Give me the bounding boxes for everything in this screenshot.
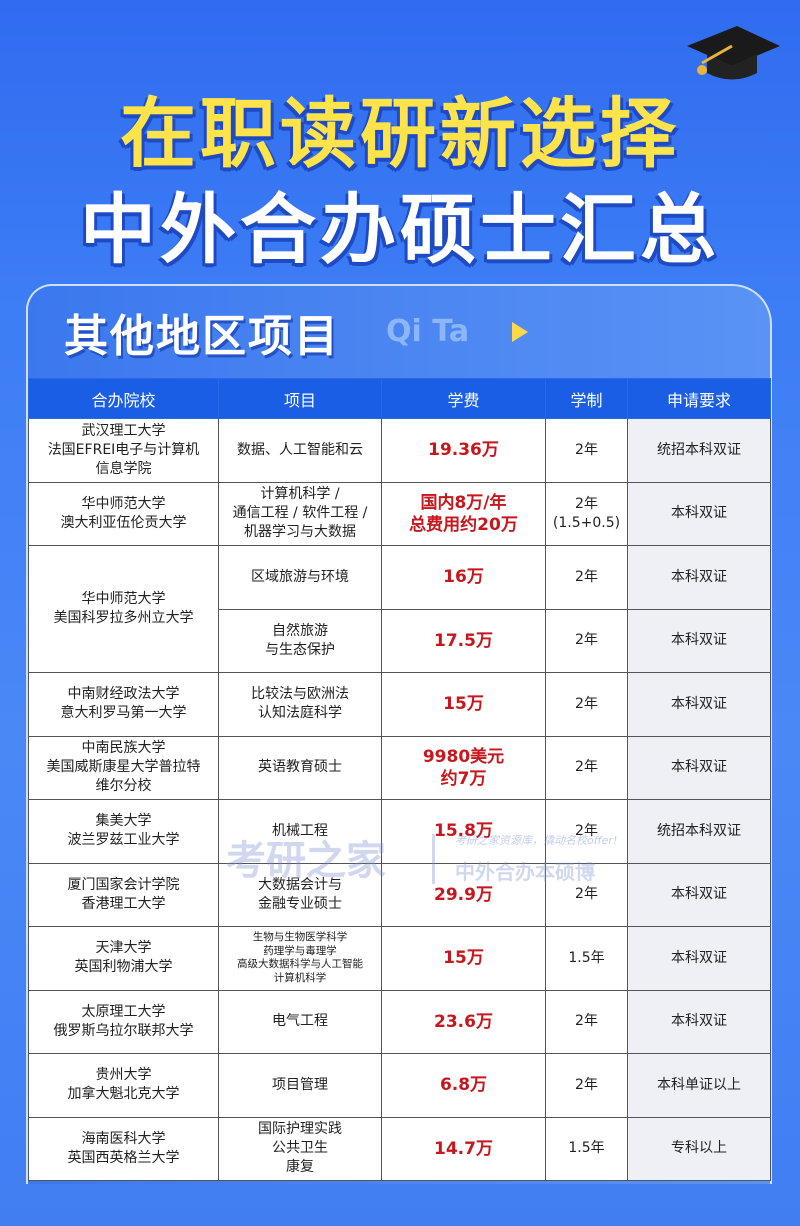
- fee-cell: 15万: [381, 672, 546, 737]
- school-cell: 天津大学 英国利物浦大学: [28, 926, 219, 991]
- fee-cell: 15万: [381, 926, 546, 991]
- watermark-tagline: 中外合办本硕博: [455, 860, 595, 884]
- table-row: 天津大学 英国利物浦大学 生物与生物医学科学 药理学与毒理学 高级大数据科学与人工…: [28, 926, 771, 991]
- school-cell: 华中师范大学 美国科罗拉多州立大学: [28, 545, 219, 673]
- program-cell: 项目管理: [218, 1053, 382, 1118]
- program-cell: 机械工程: [218, 799, 382, 864]
- program-cell: 国际护理实践 公共卫生 康复: [218, 1116, 382, 1181]
- section-title: 其他地区项目: [64, 311, 340, 362]
- duration-cell: 2年: [545, 989, 628, 1054]
- duration-cell: 2年: [545, 735, 628, 800]
- table-row: 中南财经政法大学 意大利罗马第一大学 比较法与欧洲法 认知法庭科学 15万 2年 本科双…: [28, 672, 771, 737]
- school-cell: 中南财经政法大学 意大利罗马第一大学: [28, 672, 219, 737]
- duration-cell: 2年: [545, 545, 628, 610]
- table-row: 中南民族大学 美国威斯康星大学普拉特 维尔分校 英语教育硕士 9980美元 约7万 2…: [28, 735, 771, 800]
- duration-cell: 2年: [545, 1053, 628, 1118]
- duration-cell: 1.5年: [545, 1116, 628, 1181]
- program-cell: 英语教育硕士: [218, 735, 382, 800]
- table-row: 华中师范大学 澳大利亚伍伦贡大学 计算机科学 / 通信工程 / 软件工程 / 机器…: [28, 481, 771, 546]
- duration-cell: 2年 (1.5+0.5): [545, 481, 628, 546]
- requirement-cell: 专科以上: [627, 1116, 771, 1181]
- fee-cell: 6.8万: [381, 1053, 546, 1118]
- school-cell: 集美大学 波兰罗兹工业大学: [28, 799, 219, 864]
- duration-cell: 2年: [545, 608, 628, 673]
- program-cell: 自然旅游 与生态保护: [218, 608, 382, 673]
- title-line-1: 在职读研新选择: [120, 89, 680, 178]
- table-row: 海南医科大学 英国西英格兰大学 国际护理实践 公共卫生 康复 14.7万 1.5年 专科…: [28, 1116, 771, 1181]
- column-header: 合办院校: [28, 378, 219, 419]
- school-cell: 厦门国家会计学院 香港理工大学: [28, 862, 219, 927]
- fee-cell: 15.8万: [381, 799, 546, 864]
- table-row: 自然旅游 与生态保护 17.5万 2年 本科双证: [29, 608, 771, 673]
- table-row: 集美大学 波兰罗兹工业大学 机械工程 15.8万 2年 统招本科双证: [28, 799, 771, 864]
- requirement-cell: 本科双证: [627, 862, 771, 927]
- fee-cell: 16万: [381, 545, 546, 610]
- program-cell: 比较法与欧洲法 认知法庭科学: [218, 672, 382, 737]
- watermark-slogan: 考研之家资源库，撬动名校offer!: [455, 834, 618, 847]
- program-cell: 生物与生物医学科学 药理学与毒理学 高级大数据科学与人工智能 计算机科学: [218, 926, 382, 991]
- program-cell: 电气工程: [218, 989, 382, 1054]
- school-cell: 海南医科大学 英国西英格兰大学: [28, 1116, 219, 1181]
- watermark-divider: [432, 834, 435, 884]
- requirement-cell: 本科双证: [627, 481, 771, 546]
- fee-cell: 国内8万/年 总费用约20万: [381, 481, 546, 546]
- duration-cell: 2年: [545, 418, 628, 483]
- requirement-cell: 统招本科双证: [627, 418, 771, 483]
- column-header: 项目: [218, 378, 382, 419]
- program-cell: 大数据会计与 金融专业硕士: [218, 862, 382, 927]
- column-header: 学费: [381, 378, 546, 419]
- fee-cell: 23.6万: [381, 989, 546, 1054]
- duration-cell: 2年: [545, 799, 628, 864]
- table-row: 武汉理工大学 法国EFREI电子与计算机 信息学院 数据、人工智能和云 19.36万…: [28, 418, 771, 483]
- play-arrow-icon: [512, 322, 528, 342]
- table-row: 华中师范大学 美国科罗拉多州立大学 区域旅游与环境 16万 2年 本科双证: [28, 545, 771, 673]
- table-row: 厦门国家会计学院 香港理工大学 大数据会计与 金融专业硕士 29.9万 2年 本科双证: [28, 862, 771, 927]
- requirement-cell: 本科双证: [627, 672, 771, 737]
- fee-cell: 9980美元 约7万: [381, 735, 546, 800]
- school-cell: 贵州大学 加拿大魁北克大学: [28, 1053, 219, 1118]
- requirement-cell: 本科单证以上: [627, 1053, 771, 1118]
- school-cell: 太原理工大学 俄罗斯乌拉尔联邦大学: [28, 989, 219, 1054]
- requirement-cell: 本科双证: [627, 926, 771, 991]
- fee-cell: 19.36万: [381, 418, 546, 483]
- table-row: 贵州大学 加拿大魁北克大学 项目管理 6.8万 2年 本科单证以上: [28, 1053, 771, 1118]
- program-cell: 区域旅游与环境: [218, 545, 382, 610]
- column-header: 申请要求: [627, 378, 771, 419]
- fee-cell: 14.7万: [381, 1116, 546, 1181]
- requirement-cell: 本科双证: [627, 989, 771, 1054]
- duration-cell: 2年: [545, 672, 628, 737]
- column-header: 学制: [545, 378, 628, 419]
- requirement-cell: 本科双证: [627, 735, 771, 800]
- fee-cell: 17.5万: [381, 608, 546, 673]
- fee-cell: 29.9万: [381, 862, 546, 927]
- school-cell: 中南民族大学 美国威斯康星大学普拉特 维尔分校: [28, 735, 219, 800]
- requirement-cell: 本科双证: [627, 545, 771, 610]
- table-row: 太原理工大学 俄罗斯乌拉尔联邦大学 电气工程 23.6万 2年 本科双证: [28, 989, 771, 1054]
- title-line-2: 中外合办硕士汇总: [80, 185, 720, 274]
- requirement-cell: 统招本科双证: [627, 799, 771, 864]
- requirement-cell: 本科双证: [627, 608, 771, 673]
- duration-cell: 2年: [545, 862, 628, 927]
- program-cell: 数据、人工智能和云: [218, 418, 382, 483]
- program-cell: 计算机科学 / 通信工程 / 软件工程 / 机器学习与大数据: [218, 481, 382, 546]
- programs-table: 合办院校 项目 学费 学制 申请要求 武汉理工大学 法国EFREI电子与计算机 信息学院…: [28, 378, 771, 1181]
- school-cell: 武汉理工大学 法国EFREI电子与计算机 信息学院: [28, 418, 219, 483]
- section-pinyin: Qi Ta: [386, 314, 470, 349]
- graduation-cap-icon: [687, 26, 780, 80]
- school-cell: 华中师范大学 澳大利亚伍伦贡大学: [28, 481, 219, 546]
- duration-cell: 1.5年: [545, 926, 628, 991]
